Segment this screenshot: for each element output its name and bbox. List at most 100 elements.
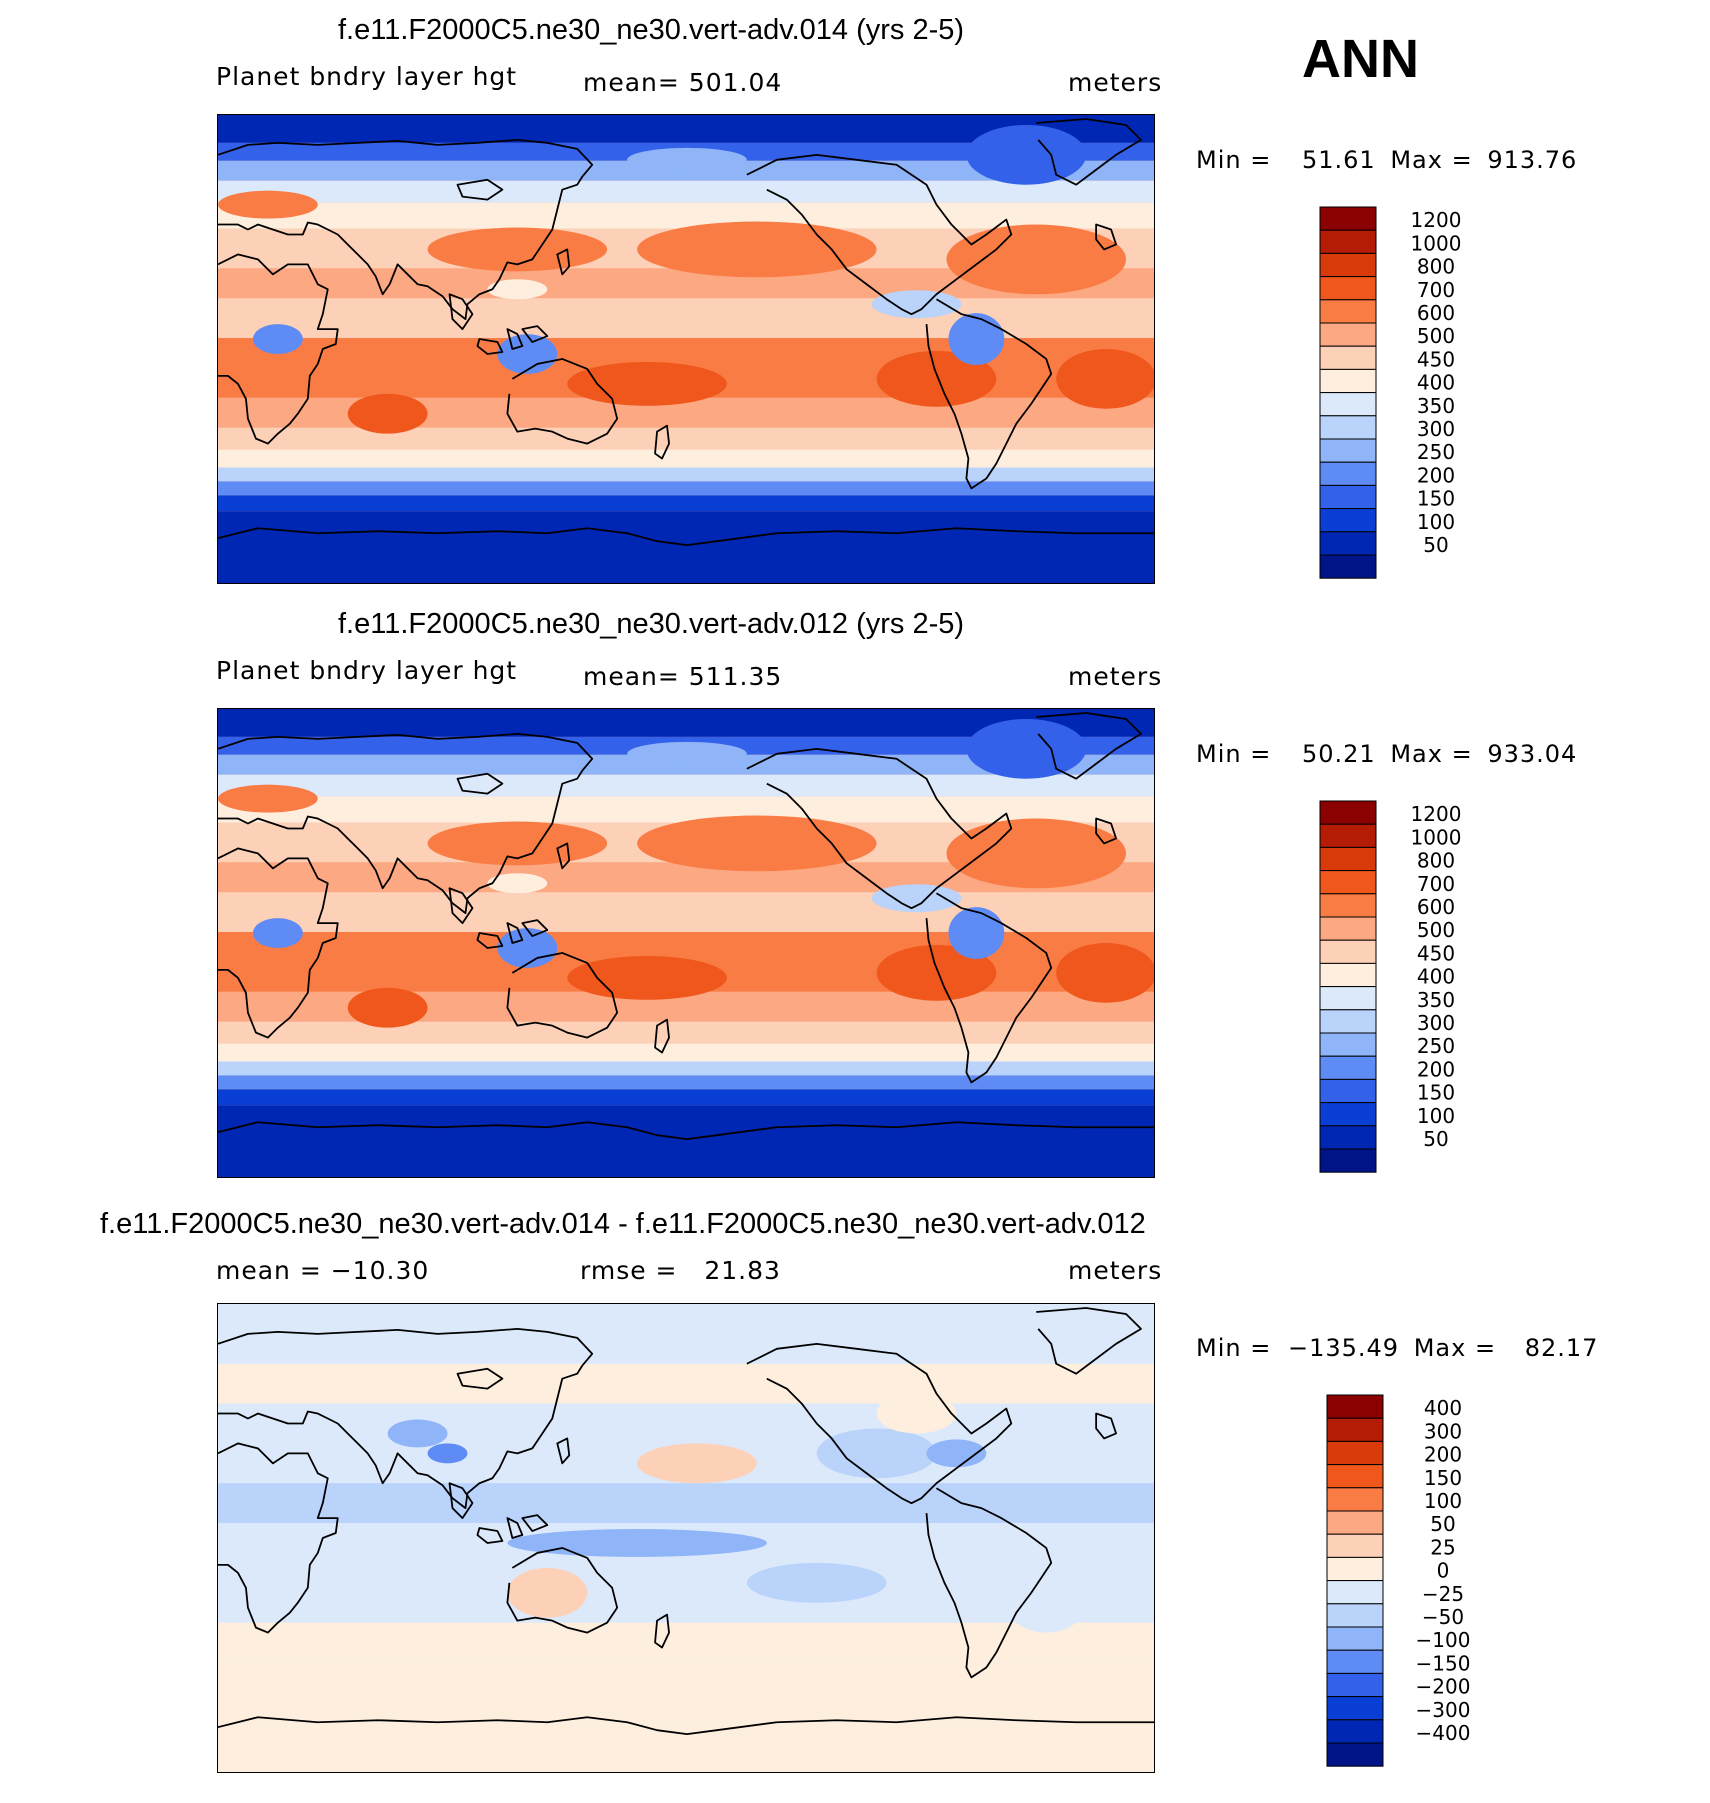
map-contour-region [427,227,608,272]
island-outline [506,328,524,350]
map-contour-region [567,361,727,406]
colorbar-box [1319,345,1377,370]
colorbar-box [1319,1125,1377,1150]
map-band [218,1363,1154,1404]
colorbar-tick-label: 1200 [1411,208,1462,232]
panel-1-max-label: Max = [1390,146,1473,174]
colorbar-box [1326,1672,1384,1698]
map-contour-region [347,987,428,1028]
map-contour-region [307,1662,428,1703]
colorbar-tick-label: 100 [1424,1489,1462,1513]
panel-1-colorbar: 1200 1000 800 700 600 500 450 400 350 300 250 200 15… [1319,206,1470,580]
colorbar-box [1319,870,1377,895]
coastline [925,298,1053,490]
map-contour-region [816,1428,937,1479]
coastline [1036,118,1142,186]
colorbar-box [1326,1719,1384,1744]
panel-3-minmax: Min = −135.49 Max = 82.17 [1196,1334,1598,1362]
map-contour-region [1056,349,1154,409]
coastline [746,747,1013,910]
colorbar-tick-label: 100 [1417,1104,1455,1128]
island-outline [456,178,504,201]
panel-2-title: f.e11.F2000C5.ne30_ne30.vert-adv.012 (yr… [338,608,965,640]
map-band [218,298,1154,339]
colorbar-tick-label: 1200 [1411,802,1462,826]
island-outline [456,772,504,795]
island-outline [521,919,549,937]
coastline [218,1327,594,1510]
colorbar-tick-label: 150 [1417,487,1455,511]
island-outline [1095,817,1117,845]
map-band [218,467,1154,482]
colorbar-tick-label: 400 [1424,1396,1462,1420]
colorbar-tick-label: 600 [1417,895,1455,919]
colorbar-tick-label: −50 [1422,1605,1464,1629]
panel-2-min-label: Min = [1196,740,1272,768]
colorbar-tick-label: 700 [1417,278,1455,302]
colorbar-box [1319,531,1377,556]
map-band [218,796,1154,823]
map-coastlines [218,118,1154,547]
panel-2-colorbar: 1200 1000 800 700 600 500 450 400 350 300 250 200 15… [1319,800,1470,1174]
map-contour-region [637,221,877,278]
colorbar-box [1326,1580,1384,1605]
coastline [1036,712,1142,780]
map-contour-region [252,324,303,354]
colorbar-box [1326,1742,1384,1767]
island-outline [506,922,524,944]
colorbar-box [1326,1417,1384,1442]
colorbar-box [1319,322,1377,347]
map-contour-region [746,1562,887,1603]
map-contour-region [871,290,962,319]
map-band [218,1722,1154,1772]
map-coastlines [218,712,1154,1141]
map-band [218,180,1154,203]
colorbar-tick-label: 300 [1424,1419,1462,1443]
colorbar-box [1326,1603,1384,1628]
coastline [746,1342,1013,1505]
colorbar-box [1319,368,1377,394]
island-outline [654,1613,670,1649]
panel-2-min-value: 50.21 [1301,740,1376,768]
island-outline [654,424,670,460]
colorbar-box [1319,206,1377,231]
colorbar-box [1319,461,1377,486]
map-coastlines [218,1307,1154,1736]
colorbar-box [1326,1556,1384,1582]
colorbar-box [1319,823,1377,848]
coastline [506,952,619,1039]
panel-2-minmax: Min = 50.21 Max = 933.04 [1196,740,1577,768]
colorbar-box [1326,1533,1384,1558]
island-outline [476,932,504,949]
colorbar-box [1326,1464,1384,1489]
colorbar-box [1326,1394,1384,1419]
colorbar-tick-label: 400 [1417,965,1455,989]
colorbar-tick-label: 300 [1417,1011,1455,1035]
colorbar-box [1326,1487,1384,1512]
colorbar-tick-label: −400 [1416,1721,1471,1745]
map-band [218,427,1154,450]
map-band [218,1075,1154,1090]
island-outline [456,1367,504,1390]
colorbar-tick-label: 200 [1417,1057,1455,1081]
colorbar-tick-label: 450 [1417,347,1455,371]
colorbar-tick-label: 150 [1417,1081,1455,1105]
map-band [218,495,1154,512]
map-contour-region [252,918,303,948]
colorbar-tick-label: −200 [1416,1675,1471,1699]
map-contour-region [487,279,548,300]
panel-3-max-value: 82.17 [1524,1334,1599,1362]
coastline [218,732,594,915]
panel-1-max-value: 913.76 [1487,146,1578,174]
coastline [1036,1307,1142,1375]
map-band [218,1304,1154,1364]
coastline [218,253,339,445]
map-contour-region [876,1393,957,1434]
map-band [218,481,1154,496]
colorbar-box [1326,1510,1384,1535]
island-outline [448,887,474,924]
panel-2-max-label: Max = [1390,740,1473,768]
panel-2-variable-label: Planet bndry layer hgt [216,656,518,685]
map-contour-region [427,1443,468,1464]
island-outline [654,1018,670,1054]
